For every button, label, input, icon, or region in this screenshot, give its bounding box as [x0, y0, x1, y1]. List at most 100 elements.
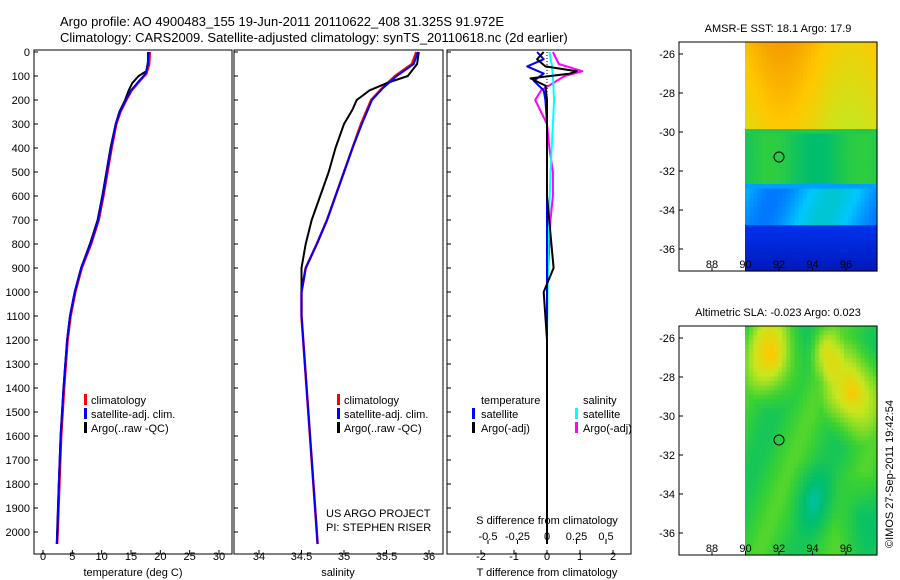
- heatmap-cell: [844, 481, 849, 487]
- heatmap-cell: [778, 367, 783, 373]
- heatmap-cell: [749, 467, 754, 474]
- x-tick-label: -0.25: [505, 531, 530, 543]
- heatmap-cell: [827, 211, 833, 217]
- heatmap-cell: [806, 179, 812, 185]
- heatmap-cell: [864, 179, 870, 185]
- heatmap-cell: [757, 431, 763, 437]
- heatmap-cell: [827, 179, 833, 185]
- heatmap-cell: [778, 522, 783, 529]
- x-tick-label: 5: [69, 551, 75, 563]
- heatmap-cell: [819, 541, 824, 547]
- heatmap-cell: [827, 532, 833, 538]
- heatmap-cell: [773, 197, 779, 203]
- heatmap-cell: [868, 216, 874, 222]
- heatmap-cell: [753, 376, 758, 382]
- heatmap-cell: [749, 541, 754, 547]
- heatmap-cell: [782, 129, 787, 135]
- heatmap-cell: [848, 522, 853, 529]
- heatmap-cell: [819, 513, 824, 519]
- heatmap-cell: [798, 124, 804, 130]
- heatmap-cell: [839, 472, 845, 478]
- heatmap-cell: [749, 261, 754, 268]
- heatmap-cell: [868, 193, 874, 199]
- heatmap-cell: [802, 362, 808, 368]
- heatmap-cell: [823, 87, 829, 93]
- heatmap-cell: [769, 243, 775, 249]
- heatmap-cell: [848, 220, 853, 226]
- heatmap-cell: [835, 504, 841, 510]
- difference-xlabel: T difference from climatology: [477, 567, 618, 579]
- heatmap-cell: [757, 216, 763, 222]
- heatmap-cell: [827, 458, 833, 464]
- heatmap-cell: [761, 51, 767, 57]
- heatmap-cell: [757, 83, 763, 89]
- heatmap-cell: [823, 261, 829, 268]
- depth-tick-label: 1800: [6, 479, 30, 491]
- heatmap-cell: [872, 174, 878, 180]
- heatmap-cell: [778, 183, 783, 190]
- heatmap-cell: [831, 454, 837, 460]
- heatmap-cell: [765, 64, 771, 71]
- heatmap-cell: [794, 197, 800, 203]
- heatmap-cell: [769, 545, 775, 552]
- heatmap-cell: [806, 348, 812, 355]
- heatmap-cell: [860, 216, 866, 222]
- heatmap-cell: [806, 138, 812, 144]
- heatmap-cell: [802, 161, 808, 167]
- heatmap-cell: [773, 119, 779, 126]
- heatmap-cell: [852, 495, 857, 501]
- heatmap-cell: [856, 390, 862, 396]
- heatmap-cell: [815, 385, 820, 391]
- heatmap-cell: [864, 238, 870, 245]
- heatmap-cell: [844, 545, 849, 552]
- heatmap-cell: [839, 417, 845, 423]
- heatmap-cell: [848, 74, 853, 80]
- heatmap-cell: [831, 83, 837, 89]
- heatmap-cell: [844, 133, 849, 139]
- heatmap-cell: [782, 92, 787, 98]
- heatmap-cell: [745, 518, 750, 524]
- heatmap-cell: [856, 51, 862, 57]
- heatmap-cell: [761, 252, 767, 258]
- heatmap-cell: [778, 234, 783, 240]
- heatmap-cell: [798, 467, 804, 474]
- heatmap-cell: [765, 408, 771, 414]
- heatmap-cell: [864, 147, 870, 153]
- heatmap-cell: [860, 371, 866, 377]
- heatmap-cell: [844, 174, 849, 180]
- heatmap-cell: [872, 463, 878, 469]
- heatmap-cell: [835, 106, 841, 112]
- heatmap-cell: [761, 449, 767, 455]
- heatmap-cell: [835, 83, 841, 89]
- heatmap-cell: [790, 348, 796, 355]
- heatmap-cell: [844, 518, 849, 524]
- heatmap-cell: [806, 504, 812, 510]
- heatmap-cell: [806, 422, 812, 428]
- heatmap-cell: [844, 380, 849, 387]
- heatmap-cell: [844, 243, 849, 249]
- heatmap-cell: [773, 229, 779, 235]
- heatmap-cell: [769, 353, 775, 359]
- heatmap-cell: [815, 188, 820, 194]
- heatmap-cell: [823, 513, 829, 519]
- heatmap-cell: [823, 490, 829, 497]
- heatmap-cell: [761, 513, 767, 519]
- heatmap-cell: [769, 142, 775, 148]
- heatmap-cell: [753, 174, 758, 180]
- heatmap-cell: [753, 161, 758, 167]
- heatmap-cell: [868, 110, 874, 116]
- heatmap-cell: [844, 486, 849, 492]
- heatmap-cell: [831, 257, 837, 263]
- heatmap-cell: [811, 147, 816, 153]
- heatmap-cell: [798, 183, 804, 190]
- heatmap-cell: [765, 399, 771, 405]
- heatmap-cell: [749, 527, 754, 533]
- heatmap-cell: [819, 504, 824, 510]
- depth-tick-label: 400: [12, 143, 30, 155]
- heatmap-cell: [790, 440, 796, 446]
- heatmap-cell: [794, 403, 800, 410]
- heatmap-cell: [806, 495, 812, 501]
- heatmap-cell: [773, 142, 779, 148]
- heatmap-cell: [856, 490, 862, 497]
- heatmap-cell: [782, 458, 787, 464]
